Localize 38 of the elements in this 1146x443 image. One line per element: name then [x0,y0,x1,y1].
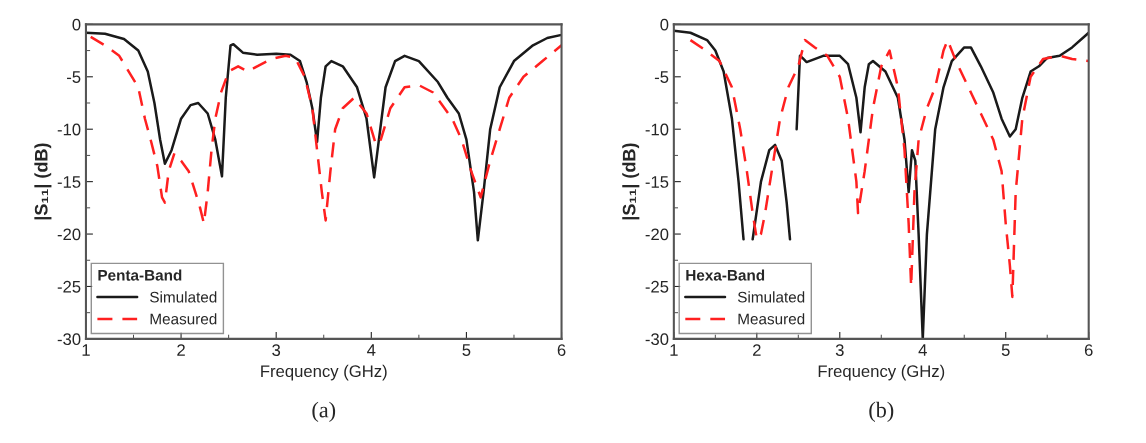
x-tick-label: 1 [82,344,90,356]
y-tick-label: -30 [57,333,81,346]
x-tick-label: 3 [272,344,281,356]
x-tick-label: 6 [557,344,566,356]
legend-title: Hexa-Band [686,269,765,281]
y-tick-label: -15 [57,176,81,188]
y-axis-title: |S₁₁| (dB) [622,143,640,220]
x-tick-label: 1 [670,344,678,356]
x-tick-label: 6 [1084,344,1093,356]
y-tick-label: -5 [67,71,81,83]
x-tick-label: 4 [367,344,376,356]
x-tick-label: 5 [1001,344,1010,356]
y-tick-label: -10 [645,123,669,136]
legend-label: Simulated [737,291,805,303]
y-tick-label: -15 [645,176,669,188]
y-tick-label: -20 [645,228,669,241]
y-axis-title: |S₁₁| (dB) [34,143,52,220]
legend-title: Penta-Band [98,269,182,281]
y-tick-label: -30 [645,333,669,346]
x-tick-label: 4 [918,344,927,356]
x-axis-title: Frequency (GHz) [818,364,945,381]
x-tick-label: 2 [753,344,761,356]
y-tick-label: -25 [57,280,81,293]
text: (a) [312,401,336,422]
y-tick-label: -25 [645,280,669,293]
x-tick-label: 3 [835,344,844,356]
legend-label: Measured [150,313,217,325]
x-tick-label: 5 [462,344,471,356]
y-tick-label: 0 [660,18,669,31]
x-tick-label: 2 [177,344,185,356]
legend-label: Simulated [150,291,217,303]
y-tick-label: -10 [57,123,81,136]
y-tick-label: -5 [654,71,669,83]
text: (b) [869,401,894,422]
x-axis-title: Frequency (GHz) [261,364,387,381]
legend-label: Measured [738,313,805,325]
y-tick-label: 0 [72,18,81,31]
y-tick-label: -20 [57,228,81,241]
